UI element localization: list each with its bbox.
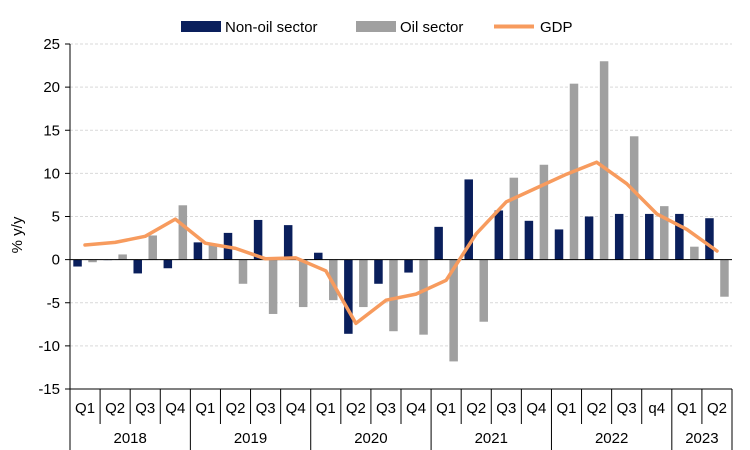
x-tick-label: Q1 <box>436 400 456 417</box>
year-label: 2023 <box>685 430 718 447</box>
x-tick-label: Q4 <box>165 400 185 417</box>
year-label: 2021 <box>475 430 508 447</box>
y-tick-label: 15 <box>43 122 60 139</box>
oil-bar <box>88 259 97 263</box>
legend: Non-oil sector Oil sector GDP <box>181 19 573 36</box>
y-tick-label: 0 <box>52 252 60 269</box>
x-tick-label: Q3 <box>256 400 276 417</box>
non-oil-bar <box>193 242 203 260</box>
y-axis: -15 -10 -5 0 5 10 15 20 25 <box>38 36 71 398</box>
year-label: 2022 <box>595 430 628 447</box>
oil-bar <box>479 259 488 322</box>
gdp-line <box>83 160 719 326</box>
x-tick-label: Q2 <box>225 400 245 417</box>
bars <box>73 61 729 362</box>
oil-bar <box>298 259 308 308</box>
x-tick-label: Q1 <box>316 400 336 417</box>
non-oil-bar <box>554 229 564 260</box>
y-tick-label: -10 <box>38 338 60 355</box>
x-tick-label: Q2 <box>466 400 486 417</box>
legend-swatch-non-oil <box>181 21 221 32</box>
non-oil-bar <box>404 259 413 273</box>
non-oil-bar <box>524 220 534 260</box>
y-tick-label: 10 <box>43 165 60 182</box>
y-tick-label: -15 <box>38 381 60 398</box>
oil-bar <box>178 205 188 260</box>
x-tick-label: q4 <box>648 400 665 417</box>
non-oil-bar <box>374 259 383 284</box>
y-tick-label: 5 <box>52 209 60 226</box>
oil-bar <box>449 259 458 362</box>
non-oil-bar <box>645 213 654 260</box>
year-label: 2019 <box>234 430 267 447</box>
non-oil-bar <box>494 210 504 260</box>
y-tick-label: 20 <box>43 79 60 96</box>
year-label: 2018 <box>113 430 146 447</box>
x-tick-label: Q4 <box>406 400 426 417</box>
non-oil-bar <box>163 259 173 269</box>
oil-bar <box>389 259 398 332</box>
y-tick-label: 25 <box>43 36 60 53</box>
non-oil-bar <box>283 225 293 260</box>
x-tick-label: Q3 <box>135 400 155 417</box>
oil-bar <box>329 259 338 301</box>
x-tick-label: Q3 <box>496 400 516 417</box>
x-tick-label: Q1 <box>75 400 95 417</box>
x-axis: Q1 Q2 Q3 Q4 Q1 Q2 Q3 Q4 Q1 Q2 Q3 Q4 Q1 Q2 Q3 Q4 Q1 Q2 Q3 q4… <box>69 388 733 450</box>
non-oil-bar <box>614 213 624 260</box>
non-oil-bar <box>675 213 684 260</box>
legend-swatch-oil <box>356 21 396 32</box>
oil-bar <box>660 206 669 260</box>
non-oil-bar <box>584 216 594 260</box>
oil-bar <box>359 259 368 308</box>
oil-bar <box>539 164 549 260</box>
legend-label: Oil sector <box>400 19 463 36</box>
oil-bar <box>118 254 127 260</box>
non-oil-bar <box>705 218 714 260</box>
y-tick-label: -5 <box>47 295 60 312</box>
non-oil-bar <box>133 259 142 274</box>
legend-label: Non-oil sector <box>225 19 318 36</box>
non-oil-bar <box>464 179 473 260</box>
x-tick-label: Q1 <box>677 400 697 417</box>
x-tick-label: Q2 <box>105 400 125 417</box>
x-tick-label: Q2 <box>707 400 727 417</box>
x-tick-label: Q2 <box>346 400 366 417</box>
x-tick-label: Q3 <box>376 400 396 417</box>
year-label: 2020 <box>354 430 387 447</box>
oil-bar <box>268 259 278 314</box>
y-axis-label: % y/y <box>9 216 26 253</box>
oil-bar <box>629 136 639 260</box>
x-tick-label: Q3 <box>617 400 637 417</box>
x-tick-label: Q1 <box>556 400 576 417</box>
oil-bar <box>720 259 729 297</box>
x-tick-label: Q4 <box>286 400 306 417</box>
oil-bar <box>238 259 248 284</box>
non-oil-bar <box>73 259 82 267</box>
non-oil-bar <box>253 219 263 260</box>
legend-label: GDP <box>540 19 573 36</box>
non-oil-bar <box>344 259 353 334</box>
oil-bar <box>509 177 519 260</box>
non-oil-bar <box>434 226 443 260</box>
x-tick-label: Q1 <box>195 400 215 417</box>
gdp-line-group <box>83 160 719 326</box>
oil-bar <box>690 246 699 260</box>
oil-bar <box>419 259 428 335</box>
oil-bar <box>148 235 157 260</box>
x-tick-label: Q2 <box>587 400 607 417</box>
oil-bar <box>208 244 218 260</box>
non-oil-bar <box>314 252 323 260</box>
oil-bar <box>599 61 609 260</box>
x-tick-label: Q4 <box>526 400 546 417</box>
